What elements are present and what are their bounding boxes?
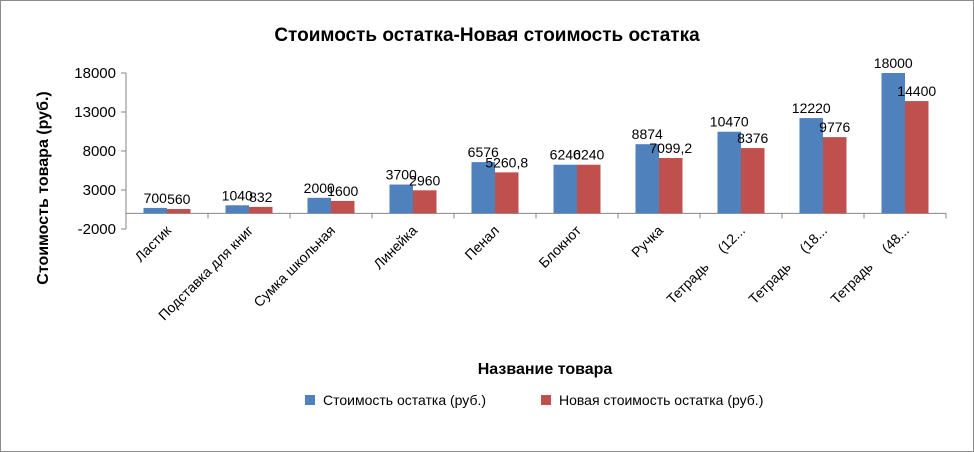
- data-label: 14400: [897, 83, 936, 99]
- data-label: 10470: [710, 114, 749, 130]
- bar-stoimost-ostatka: [471, 162, 495, 214]
- bar-novaya-stoimost: [823, 137, 847, 214]
- data-label: 2000: [304, 180, 335, 196]
- legend: Стоимость остатка (руб.) Новая стоимость …: [305, 392, 763, 408]
- category-label: Тетрадь (18...: [745, 222, 830, 307]
- data-label: 8874: [632, 126, 663, 142]
- bar-novaya-stoimost: [495, 172, 519, 214]
- data-label: 2960: [409, 172, 440, 188]
- category-label: Сумка школьная: [250, 222, 338, 310]
- bar-stoimost-ostatka: [717, 131, 741, 214]
- bar-stoimost-ostatka: [881, 73, 905, 214]
- bar-novaya-stoimost: [905, 101, 929, 214]
- bar-novaya-stoimost: [741, 148, 765, 214]
- y-tick-label: 18000: [74, 65, 116, 82]
- bar-stoimost-ostatka: [389, 184, 413, 214]
- y-tick-label: 3000: [83, 182, 116, 199]
- y-tick-label: 8000: [83, 143, 116, 160]
- data-label: 1040: [222, 187, 253, 203]
- data-label: 7099,2: [649, 140, 692, 156]
- data-label: 9776: [819, 119, 850, 135]
- data-label: 3700: [386, 167, 417, 183]
- bar-novaya-stoimost: [413, 190, 437, 214]
- data-label: 6576: [468, 144, 499, 160]
- data-label: 5260,8: [485, 154, 528, 170]
- data-label: 8376: [737, 130, 768, 146]
- data-label: 560: [167, 191, 191, 207]
- bar-stoimost-ostatka: [307, 197, 331, 214]
- bar-novaya-stoimost: [249, 206, 273, 214]
- bar-novaya-stoimost: [167, 209, 191, 214]
- category-label: Пенал: [461, 222, 502, 263]
- legend-swatch: [541, 395, 551, 405]
- bar-novaya-stoimost: [331, 200, 355, 214]
- bar-stoimost-ostatka: [143, 207, 167, 214]
- y-tick-label: 13000: [74, 104, 116, 121]
- data-label: 18000: [874, 55, 913, 71]
- bar-novaya-stoimost: [659, 158, 683, 214]
- data-label: 6240: [573, 147, 604, 163]
- data-label: 6240: [550, 147, 581, 163]
- legend-label: Стоимость остатка (руб.): [323, 392, 486, 408]
- bar-stoimost-ostatka: [225, 205, 249, 214]
- y-axis-title: Стоимость товара (руб.): [35, 91, 52, 284]
- category-label: Тетрадь (48...: [827, 222, 912, 307]
- category-label: Линейка: [370, 222, 420, 272]
- bar-stoimost-ostatka: [553, 164, 577, 214]
- category-label: Ручка: [628, 222, 666, 260]
- bar-novaya-stoimost: [577, 164, 601, 214]
- bar-stoimost-ostatka: [799, 118, 823, 214]
- y-tick-label: -2000: [78, 221, 116, 238]
- bar-stoimost-ostatka: [635, 144, 659, 214]
- x-axis-title: Название товара: [478, 361, 613, 378]
- data-label: 1600: [327, 183, 358, 199]
- legend-label: Новая стоимость остатка (руб.): [559, 392, 763, 408]
- category-label: Ластик: [131, 222, 174, 265]
- data-label: 12220: [792, 100, 831, 116]
- chart-title: Стоимость остатка-Новая стоимость остатк…: [274, 25, 700, 46]
- legend-swatch: [305, 395, 315, 405]
- category-label: Блокнот: [535, 222, 584, 271]
- category-label: Тетрадь (12...: [663, 222, 748, 307]
- data-label: 832: [249, 189, 273, 205]
- data-label: 700: [144, 190, 168, 206]
